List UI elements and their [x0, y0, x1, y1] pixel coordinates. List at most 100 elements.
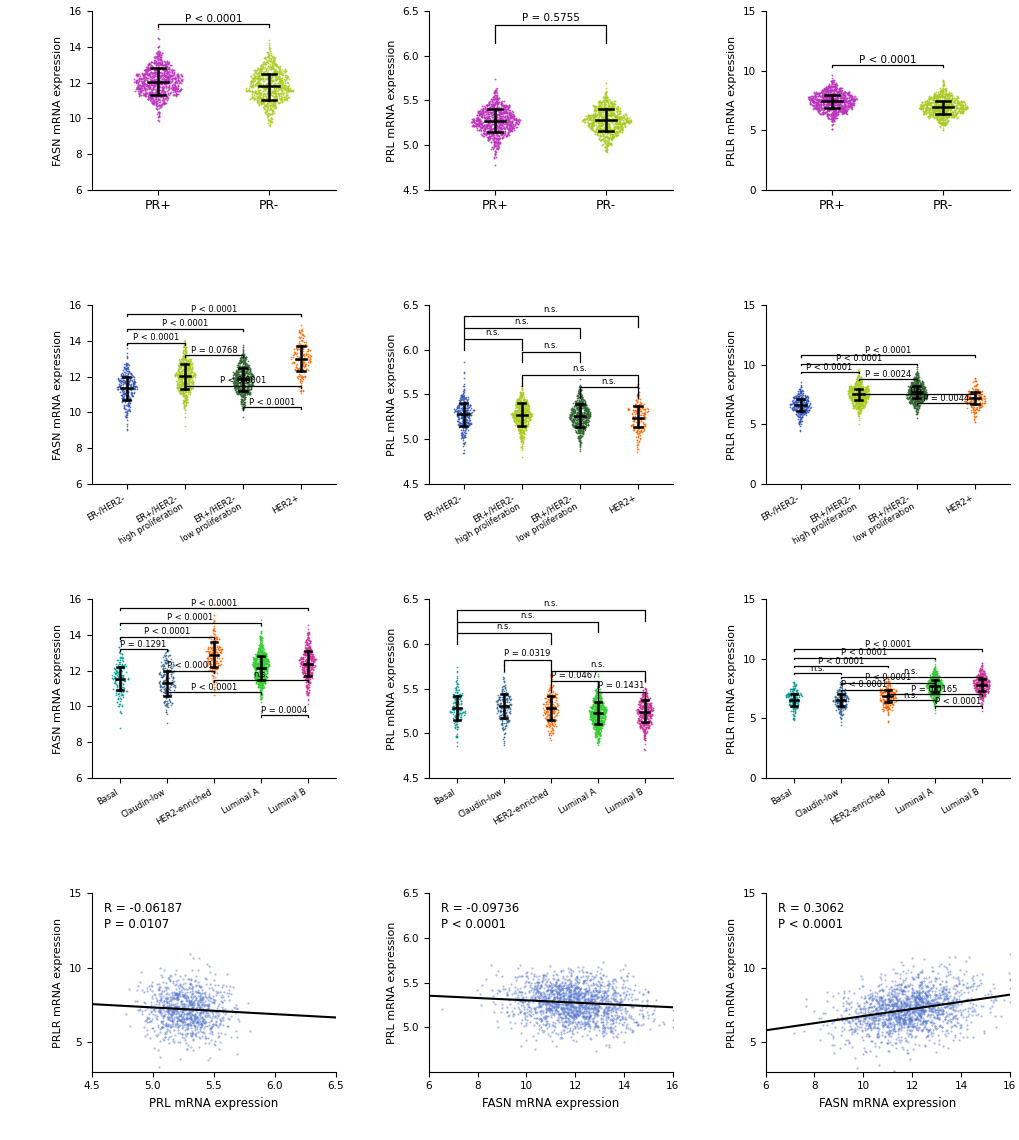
Point — [915, 386, 931, 405]
Point — [457, 424, 473, 442]
Point — [158, 992, 174, 1010]
Point — [924, 675, 941, 693]
Point — [153, 63, 169, 81]
Point — [890, 1009, 906, 1027]
Point — [564, 998, 580, 1016]
Point — [932, 101, 949, 120]
Point — [875, 698, 892, 716]
Point — [593, 993, 609, 1011]
Point — [168, 84, 184, 103]
Point — [250, 649, 266, 667]
Point — [823, 109, 840, 128]
Point — [485, 95, 501, 113]
Point — [635, 724, 651, 742]
Point — [458, 417, 474, 435]
Point — [915, 1018, 931, 1036]
Point — [251, 648, 267, 666]
Point — [843, 389, 859, 407]
Point — [786, 677, 802, 695]
Point — [819, 99, 836, 117]
Point — [828, 99, 845, 117]
Point — [265, 100, 281, 119]
Point — [941, 91, 957, 109]
Point — [479, 108, 495, 127]
Point — [639, 695, 655, 714]
Point — [570, 426, 586, 445]
Point — [540, 705, 556, 723]
Point — [793, 399, 809, 417]
Point — [585, 692, 601, 710]
Point — [926, 667, 943, 685]
Point — [594, 104, 610, 122]
Point — [251, 66, 267, 84]
Point — [158, 673, 174, 691]
Point — [233, 364, 250, 382]
Point — [632, 400, 648, 418]
Point — [806, 87, 822, 105]
Point — [817, 103, 834, 121]
Point — [638, 708, 654, 726]
Point — [909, 400, 925, 418]
Point — [916, 388, 932, 406]
Point — [924, 676, 941, 694]
Point — [300, 347, 316, 365]
Point — [832, 97, 848, 115]
Point — [963, 380, 979, 398]
Point — [886, 987, 902, 1005]
Point — [259, 650, 275, 668]
Point — [915, 389, 931, 407]
Point — [110, 697, 126, 715]
Point — [166, 1001, 182, 1019]
Point — [834, 681, 850, 699]
Point — [498, 691, 515, 709]
Point — [525, 966, 541, 984]
Point — [622, 980, 638, 999]
Point — [986, 988, 1003, 1007]
Point — [488, 98, 504, 116]
Point — [873, 1005, 890, 1024]
Point — [573, 426, 589, 445]
Point — [512, 430, 528, 448]
Point — [928, 682, 945, 700]
Point — [538, 710, 554, 728]
Point — [826, 75, 843, 93]
Point — [160, 1001, 176, 1019]
Point — [912, 998, 928, 1016]
Point — [163, 1002, 179, 1020]
Point — [177, 382, 194, 400]
Point — [845, 90, 861, 108]
Point — [136, 73, 152, 91]
Point — [298, 666, 314, 684]
Point — [145, 79, 161, 97]
Point — [170, 67, 186, 86]
Point — [896, 1013, 912, 1032]
Point — [266, 50, 282, 68]
Point — [189, 1002, 205, 1020]
Point — [972, 673, 988, 691]
Point — [972, 668, 988, 686]
Point — [589, 678, 605, 697]
Point — [908, 370, 924, 389]
Point — [629, 700, 645, 718]
Point — [305, 660, 321, 678]
Point — [496, 678, 513, 697]
Point — [451, 703, 468, 722]
Point — [971, 661, 987, 679]
Point — [846, 376, 862, 394]
Point — [603, 1000, 620, 1018]
Point — [537, 995, 553, 1013]
Point — [479, 122, 495, 140]
Point — [463, 402, 479, 421]
Point — [150, 111, 166, 129]
Point — [892, 953, 908, 971]
Point — [786, 693, 802, 711]
Point — [510, 984, 526, 1002]
Point — [785, 679, 801, 698]
Point — [819, 95, 836, 113]
Point — [475, 103, 491, 121]
Point — [908, 1021, 924, 1040]
Point — [587, 698, 603, 716]
Point — [973, 690, 989, 708]
Point — [600, 105, 616, 123]
Point — [231, 359, 248, 377]
